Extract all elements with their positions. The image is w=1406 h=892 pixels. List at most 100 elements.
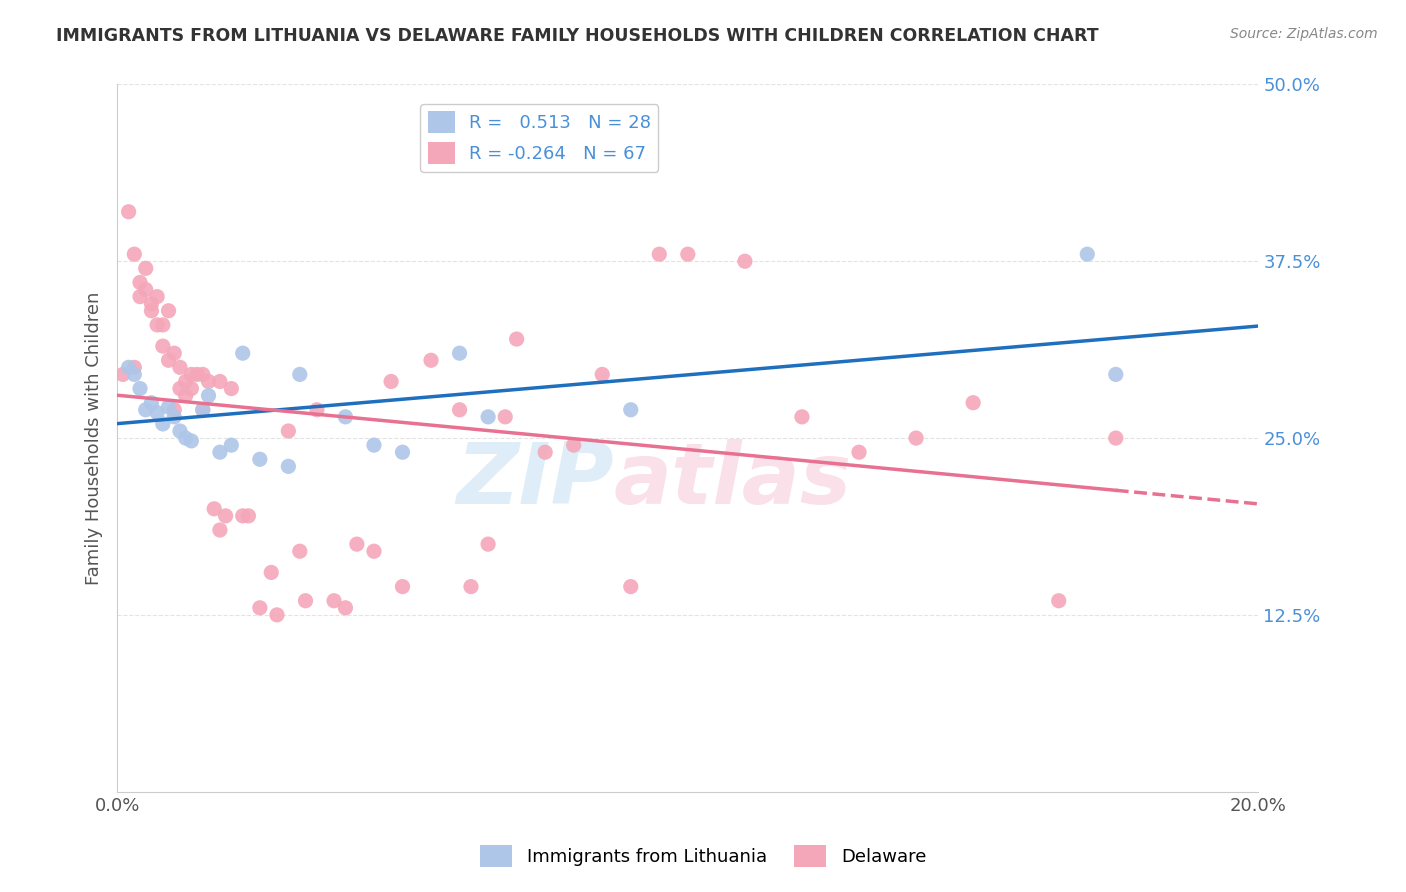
Point — [1105, 368, 1128, 382]
Point — [163, 402, 186, 417]
Point — [141, 303, 163, 318]
Point — [135, 402, 157, 417]
Point — [152, 417, 174, 431]
Point — [477, 409, 499, 424]
Point — [962, 395, 984, 409]
Point — [848, 445, 870, 459]
Point — [620, 402, 643, 417]
Point — [591, 368, 613, 382]
Point — [277, 459, 299, 474]
Point — [734, 254, 756, 268]
Point — [249, 600, 271, 615]
Y-axis label: Family Households with Children: Family Households with Children — [86, 292, 103, 585]
Text: ZIP: ZIP — [456, 439, 613, 522]
Point — [152, 339, 174, 353]
Point — [335, 409, 357, 424]
Point — [191, 402, 214, 417]
Point — [191, 368, 214, 382]
Point — [562, 438, 585, 452]
Point — [676, 247, 699, 261]
Point — [169, 424, 191, 438]
Point — [197, 375, 219, 389]
Point — [129, 290, 152, 304]
Point — [174, 375, 197, 389]
Point — [152, 318, 174, 332]
Point — [648, 247, 671, 261]
Point — [449, 402, 471, 417]
Point — [157, 353, 180, 368]
Point — [124, 247, 146, 261]
Point — [391, 580, 413, 594]
Point — [305, 402, 328, 417]
Point — [157, 400, 180, 414]
Point — [141, 296, 163, 310]
Point — [232, 346, 254, 360]
Point — [391, 445, 413, 459]
Point — [294, 593, 316, 607]
Point — [146, 318, 169, 332]
Point — [208, 445, 231, 459]
Point — [232, 508, 254, 523]
Point — [202, 501, 225, 516]
Point — [277, 424, 299, 438]
Point — [180, 368, 202, 382]
Point — [180, 434, 202, 448]
Point — [208, 523, 231, 537]
Point — [363, 438, 385, 452]
Point — [620, 580, 643, 594]
Point — [163, 409, 186, 424]
Point — [335, 600, 357, 615]
Point — [129, 276, 152, 290]
Point — [288, 544, 311, 558]
Point — [214, 508, 236, 523]
Point — [534, 445, 557, 459]
Point — [191, 402, 214, 417]
Point — [174, 431, 197, 445]
Point — [129, 382, 152, 396]
Point — [124, 368, 146, 382]
Text: IMMIGRANTS FROM LITHUANIA VS DELAWARE FAMILY HOUSEHOLDS WITH CHILDREN CORRELATIO: IMMIGRANTS FROM LITHUANIA VS DELAWARE FA… — [56, 27, 1099, 45]
Point — [221, 438, 243, 452]
Point — [117, 204, 139, 219]
Point — [163, 346, 186, 360]
Point — [146, 290, 169, 304]
Point — [186, 368, 208, 382]
Point — [135, 261, 157, 276]
Point — [380, 375, 402, 389]
Text: Source: ZipAtlas.com: Source: ZipAtlas.com — [1230, 27, 1378, 41]
Point — [157, 303, 180, 318]
Point — [146, 406, 169, 420]
Point — [124, 360, 146, 375]
Point — [449, 346, 471, 360]
Legend: R =   0.513   N = 28, R = -0.264   N = 67: R = 0.513 N = 28, R = -0.264 N = 67 — [420, 104, 658, 171]
Point — [505, 332, 527, 346]
Point — [197, 389, 219, 403]
Point — [135, 283, 157, 297]
Point — [174, 389, 197, 403]
Point — [1105, 431, 1128, 445]
Point — [363, 544, 385, 558]
Point — [905, 431, 928, 445]
Point — [117, 360, 139, 375]
Point — [111, 368, 134, 382]
Point — [420, 353, 443, 368]
Point — [477, 537, 499, 551]
Point — [238, 508, 260, 523]
Point — [1047, 593, 1070, 607]
Text: atlas: atlas — [613, 439, 852, 522]
Point — [141, 395, 163, 409]
Point — [288, 368, 311, 382]
Point — [260, 566, 283, 580]
Point — [169, 382, 191, 396]
Point — [266, 607, 288, 622]
Legend: Immigrants from Lithuania, Delaware: Immigrants from Lithuania, Delaware — [472, 838, 934, 874]
Point — [249, 452, 271, 467]
Point — [346, 537, 368, 551]
Point — [323, 593, 346, 607]
Point — [180, 382, 202, 396]
Point — [1076, 247, 1098, 261]
Point — [494, 409, 516, 424]
Point — [169, 360, 191, 375]
Point — [460, 580, 482, 594]
Point — [221, 382, 243, 396]
